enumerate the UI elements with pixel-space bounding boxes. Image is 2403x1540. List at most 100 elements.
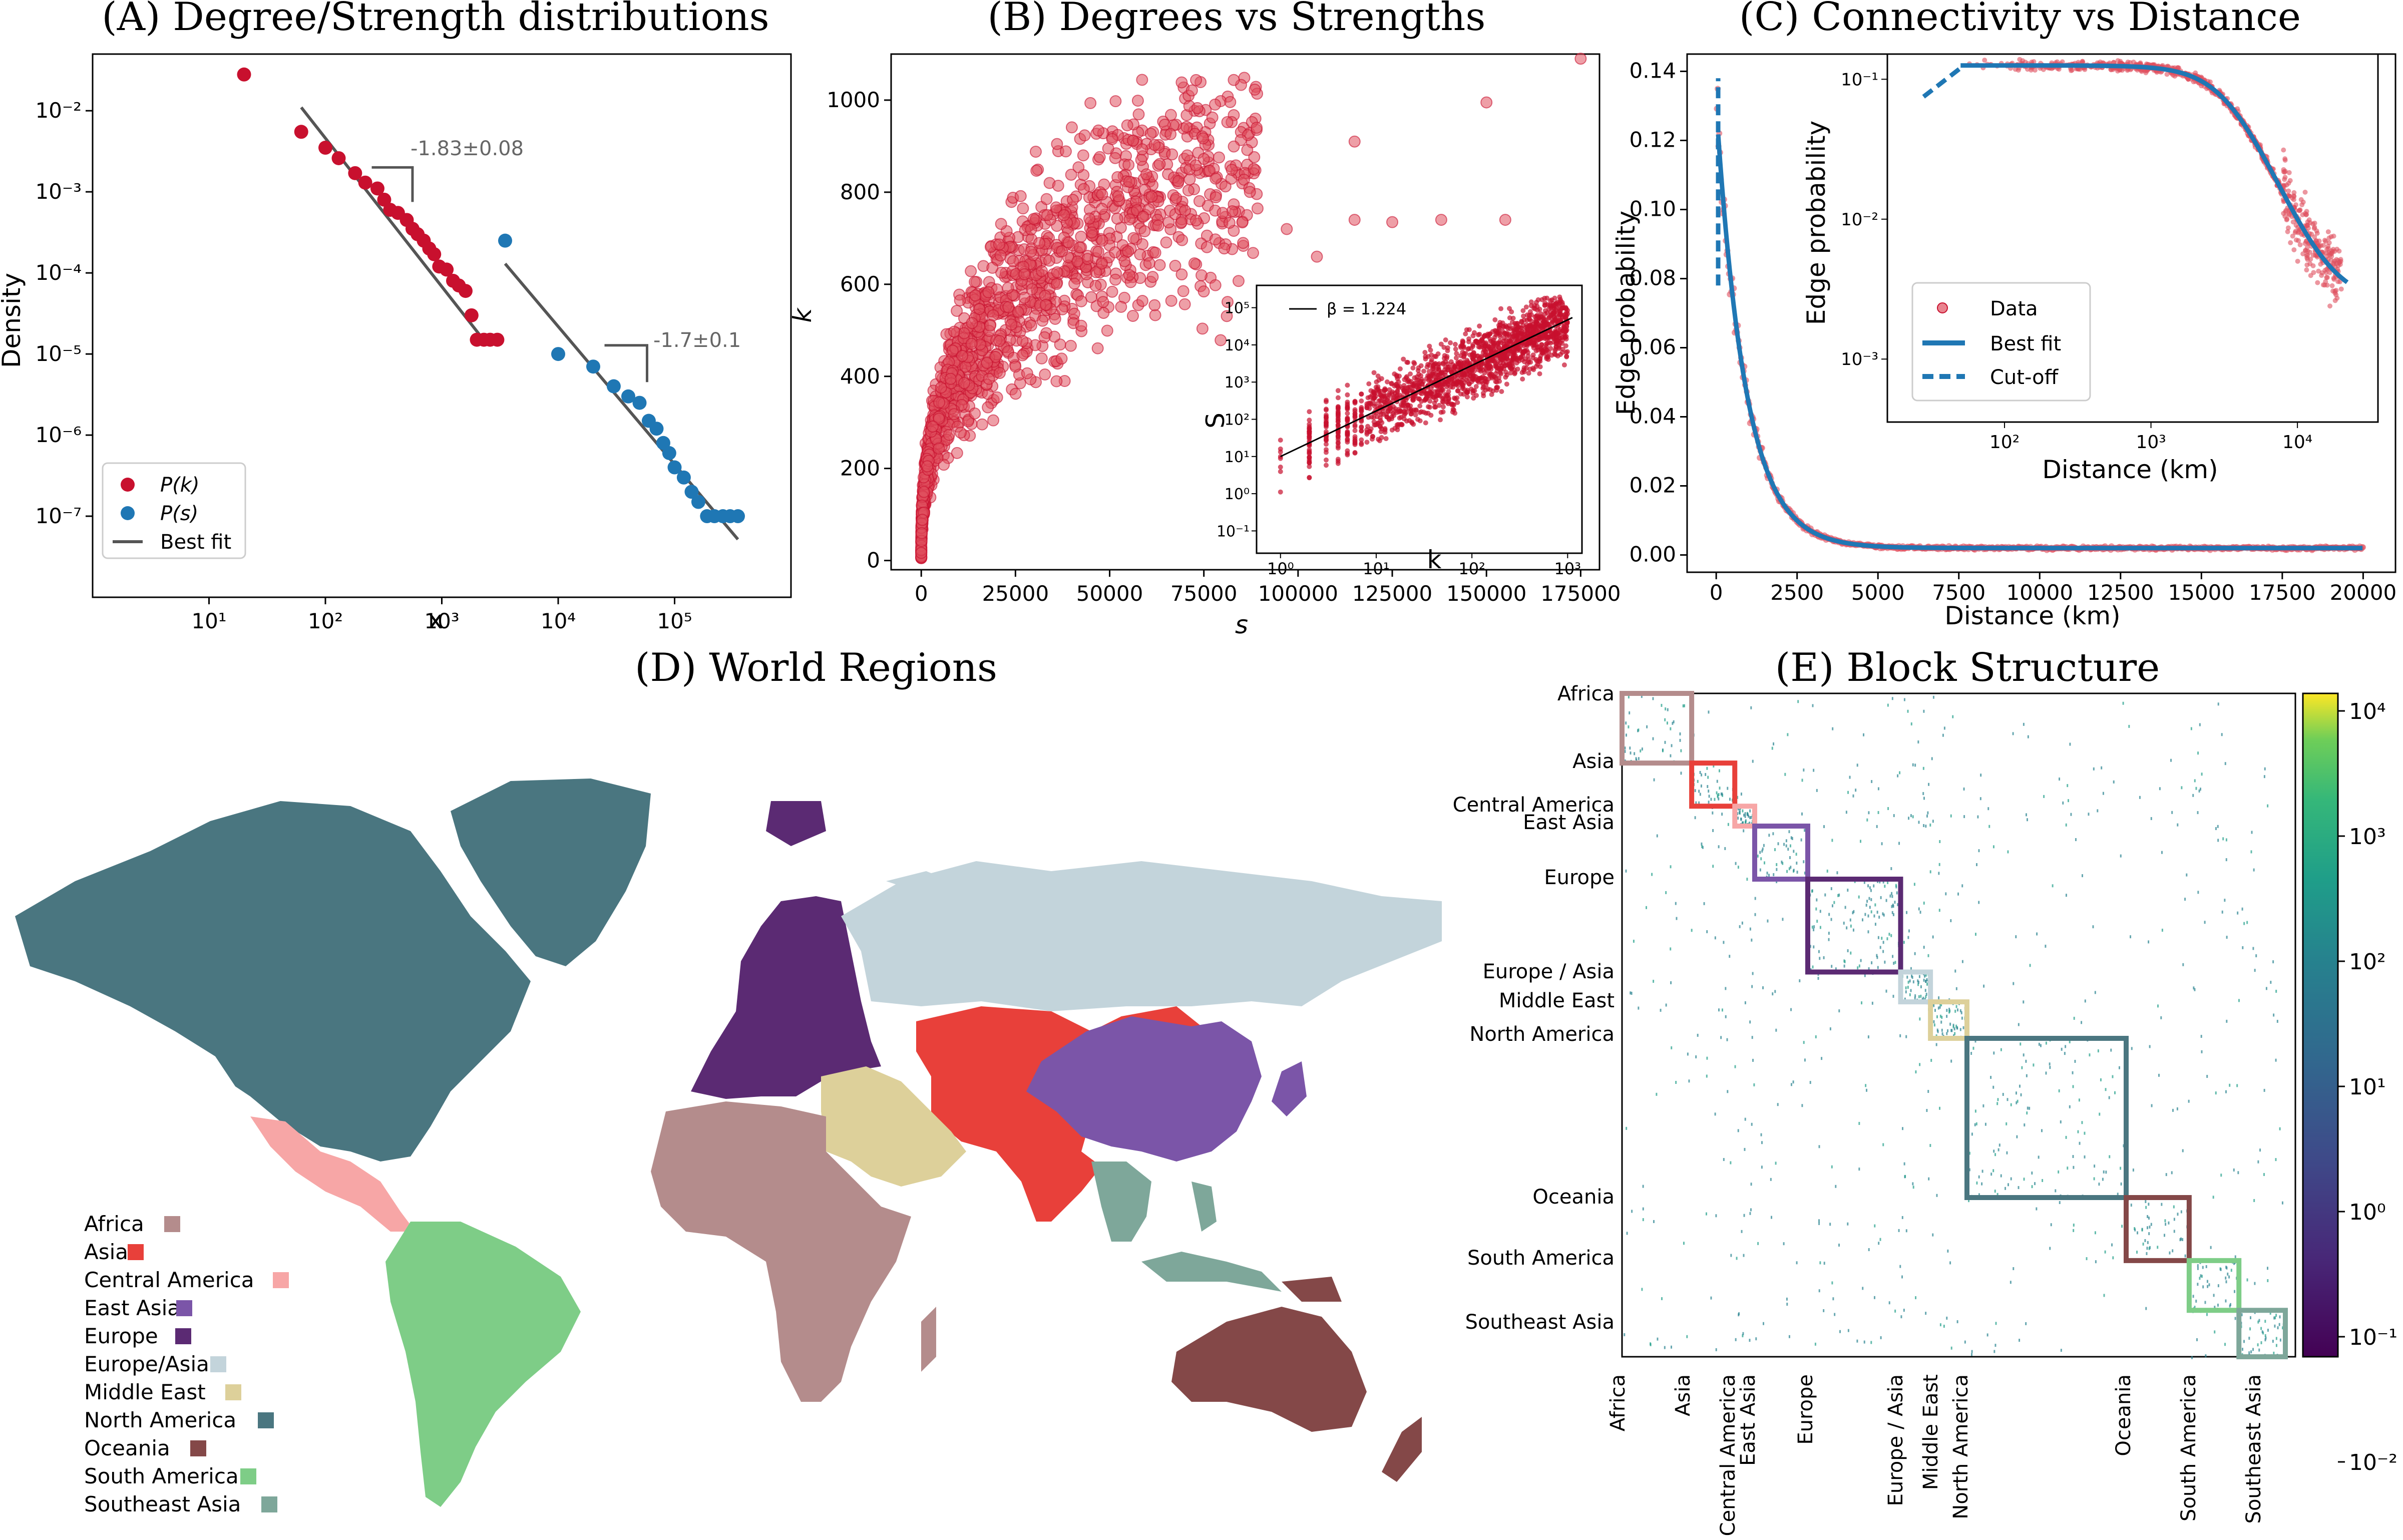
b-point bbox=[1348, 214, 1361, 226]
inset-point bbox=[1550, 319, 1555, 325]
b-point bbox=[1180, 121, 1193, 133]
inset-point bbox=[1556, 342, 1561, 348]
b-point bbox=[1196, 322, 1209, 335]
inset-point bbox=[1307, 429, 1312, 435]
b-point bbox=[1175, 216, 1187, 228]
b-point bbox=[1097, 306, 1110, 319]
b-point bbox=[1144, 128, 1157, 140]
a-ytick-label: 10⁻⁷ bbox=[36, 504, 82, 528]
inset-point bbox=[1278, 446, 1283, 452]
inset-point bbox=[1403, 407, 1408, 412]
b-point bbox=[958, 377, 970, 390]
b-xtick-label: 75000 bbox=[1170, 581, 1238, 606]
b-point bbox=[1067, 194, 1079, 206]
inset-point bbox=[1391, 413, 1397, 418]
inset-point bbox=[1507, 306, 1512, 311]
inset-point bbox=[1324, 447, 1329, 453]
inset-point bbox=[1352, 450, 1358, 455]
inset-point bbox=[1459, 342, 1465, 347]
b-point bbox=[982, 286, 995, 298]
panel-a-legend: P(k) P(s) Best fit bbox=[102, 462, 246, 559]
panel-b-inset-xlabel: k bbox=[1427, 545, 1442, 574]
inset-point bbox=[1335, 433, 1341, 439]
b-point bbox=[1030, 165, 1043, 177]
panel-c: (C) Connectivity vs Distance 0 2500 5000 75… bbox=[1612, 0, 2396, 630]
ps-point bbox=[586, 359, 600, 374]
inset-point bbox=[1486, 376, 1491, 381]
bi-ytick-label: 10⁻¹ bbox=[1217, 523, 1250, 540]
inset-point bbox=[1379, 420, 1385, 426]
b-point bbox=[916, 514, 929, 526]
b-xtick-label: 150000 bbox=[1446, 581, 1526, 606]
b-point bbox=[1153, 158, 1166, 170]
b-point bbox=[1248, 151, 1261, 163]
a-xtick-label: 10⁵ bbox=[657, 609, 692, 633]
a-ytick-label: 10⁻³ bbox=[36, 179, 82, 204]
inset-point bbox=[1439, 388, 1444, 393]
b-point bbox=[1085, 291, 1097, 303]
inset-point bbox=[1377, 398, 1383, 403]
b-xtick-label: 25000 bbox=[982, 581, 1049, 606]
b-point bbox=[1153, 259, 1166, 271]
inset-point bbox=[1383, 436, 1389, 442]
inset-point bbox=[1324, 407, 1329, 412]
inset-point bbox=[1448, 359, 1454, 364]
b-point bbox=[1075, 295, 1087, 307]
pk-point bbox=[331, 151, 346, 165]
inset-point bbox=[1476, 344, 1481, 349]
inset-point bbox=[1345, 411, 1350, 416]
inset-point bbox=[1530, 365, 1536, 371]
b-point bbox=[1143, 257, 1155, 269]
inset-point bbox=[1345, 392, 1350, 398]
ci-point bbox=[2304, 255, 2310, 260]
b-point bbox=[933, 442, 945, 455]
inset-point bbox=[1416, 371, 1422, 377]
panel-a-marks bbox=[237, 67, 745, 541]
b-point bbox=[1016, 349, 1029, 361]
b-point bbox=[1195, 269, 1208, 281]
inset-point bbox=[1422, 349, 1428, 355]
inset-point bbox=[1373, 401, 1378, 407]
inset-point bbox=[1527, 309, 1533, 314]
ci-point bbox=[2307, 261, 2313, 266]
ci-xtick-label: 10² bbox=[1989, 432, 2020, 453]
b-point bbox=[1223, 217, 1236, 229]
b-point bbox=[1121, 119, 1133, 132]
inset-point bbox=[1496, 325, 1502, 330]
b-point bbox=[1035, 352, 1048, 364]
b-point bbox=[1137, 210, 1149, 223]
b-point bbox=[948, 325, 960, 338]
inset-point bbox=[1500, 357, 1505, 362]
inset-point bbox=[1523, 304, 1529, 310]
panel-c-inset-xlabel: Distance (km) bbox=[2042, 455, 2218, 484]
inset-point bbox=[1498, 371, 1504, 376]
legend-pk-marker bbox=[121, 478, 135, 492]
panel-a-title: (A) Degree/Strength distributions bbox=[102, 0, 769, 40]
b-point bbox=[1244, 186, 1256, 198]
inset-point bbox=[1561, 362, 1567, 367]
b-point bbox=[1132, 108, 1145, 121]
b-point bbox=[918, 486, 930, 498]
inset-point bbox=[1485, 331, 1490, 337]
inset-point bbox=[1324, 463, 1329, 468]
panel-b-title: (B) Degrees vs Strengths bbox=[988, 0, 1486, 40]
inset-point bbox=[1438, 417, 1443, 423]
inset-point bbox=[1471, 350, 1476, 356]
inset-point bbox=[1423, 411, 1429, 416]
inset-point bbox=[1514, 320, 1520, 326]
inset-point bbox=[1541, 316, 1546, 322]
inset-point bbox=[1419, 399, 1424, 404]
b-point bbox=[1041, 209, 1054, 221]
inset-point bbox=[1427, 405, 1432, 410]
b-point bbox=[1039, 298, 1052, 311]
inset-point bbox=[1462, 361, 1468, 367]
b-point bbox=[1210, 172, 1222, 185]
a-ytick-label: 10⁻⁵ bbox=[36, 341, 82, 366]
inset-point bbox=[1502, 351, 1508, 357]
inset-point bbox=[1563, 350, 1569, 355]
inset-point bbox=[1504, 356, 1509, 361]
ci-point bbox=[2282, 214, 2288, 219]
inset-point bbox=[1534, 303, 1540, 309]
b-point bbox=[1092, 245, 1104, 258]
b-ytick-label: 600 bbox=[840, 272, 880, 296]
